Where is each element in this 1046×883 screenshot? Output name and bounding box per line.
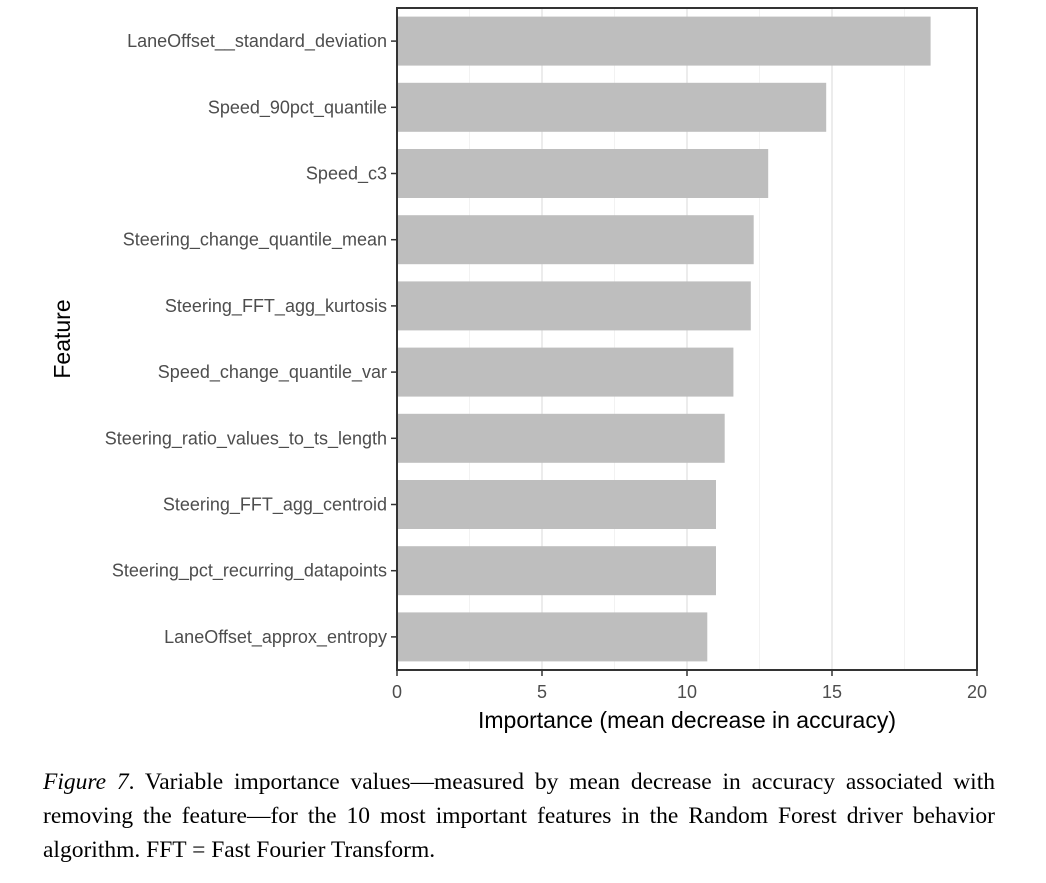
y-axis-title: Feature bbox=[49, 299, 75, 378]
bar bbox=[397, 149, 769, 198]
bars bbox=[397, 16, 931, 662]
y-tick-label: Steering_FFT_agg_kurtosis bbox=[165, 296, 387, 317]
bar bbox=[397, 612, 708, 662]
x-tick-label: 0 bbox=[392, 682, 402, 702]
y-tick-label: LaneOffset_approx_entropy bbox=[164, 627, 387, 648]
bar bbox=[397, 413, 725, 463]
x-tick-label: 5 bbox=[537, 682, 547, 702]
bar bbox=[397, 347, 734, 397]
y-tick-label: Steering_ratio_values_to_ts_length bbox=[105, 428, 387, 449]
y-tick-label: LaneOffset__standard_deviation bbox=[127, 31, 387, 52]
bar-chart: LaneOffset__standard_deviation Speed_90pc… bbox=[49, 7, 987, 733]
figure-caption-text: . Variable importance values—measured by… bbox=[43, 769, 995, 863]
figure-caption: Figure 7. Variable importance values—mea… bbox=[43, 765, 995, 867]
bar bbox=[397, 215, 754, 265]
y-tick-label: Speed_90pct_quantile bbox=[208, 97, 387, 118]
bar bbox=[397, 16, 931, 66]
y-tick-label: Speed_change_quantile_var bbox=[158, 362, 387, 383]
bar bbox=[397, 480, 716, 529]
y-tick-labels: LaneOffset__standard_deviation Speed_90pc… bbox=[105, 31, 397, 648]
y-tick-label: Steering_change_quantile_mean bbox=[123, 230, 387, 251]
bar bbox=[397, 546, 716, 596]
x-axis-title: Importance (mean decrease in accuracy) bbox=[478, 707, 896, 733]
bar bbox=[397, 281, 751, 331]
bar bbox=[397, 82, 827, 132]
x-tick-label: 10 bbox=[677, 682, 697, 702]
x-ticks: 0 5 10 15 20 bbox=[392, 670, 987, 702]
y-tick-label: Speed_c3 bbox=[306, 164, 387, 185]
figure-label: Figure 7 bbox=[43, 769, 129, 795]
x-tick-label: 20 bbox=[967, 682, 987, 702]
panel-border bbox=[396, 7, 978, 671]
y-tick-label: Steering_pct_recurring_datapoints bbox=[112, 561, 387, 582]
y-tick-label: Steering_FFT_agg_centroid bbox=[163, 495, 387, 516]
x-tick-label: 15 bbox=[822, 682, 842, 702]
